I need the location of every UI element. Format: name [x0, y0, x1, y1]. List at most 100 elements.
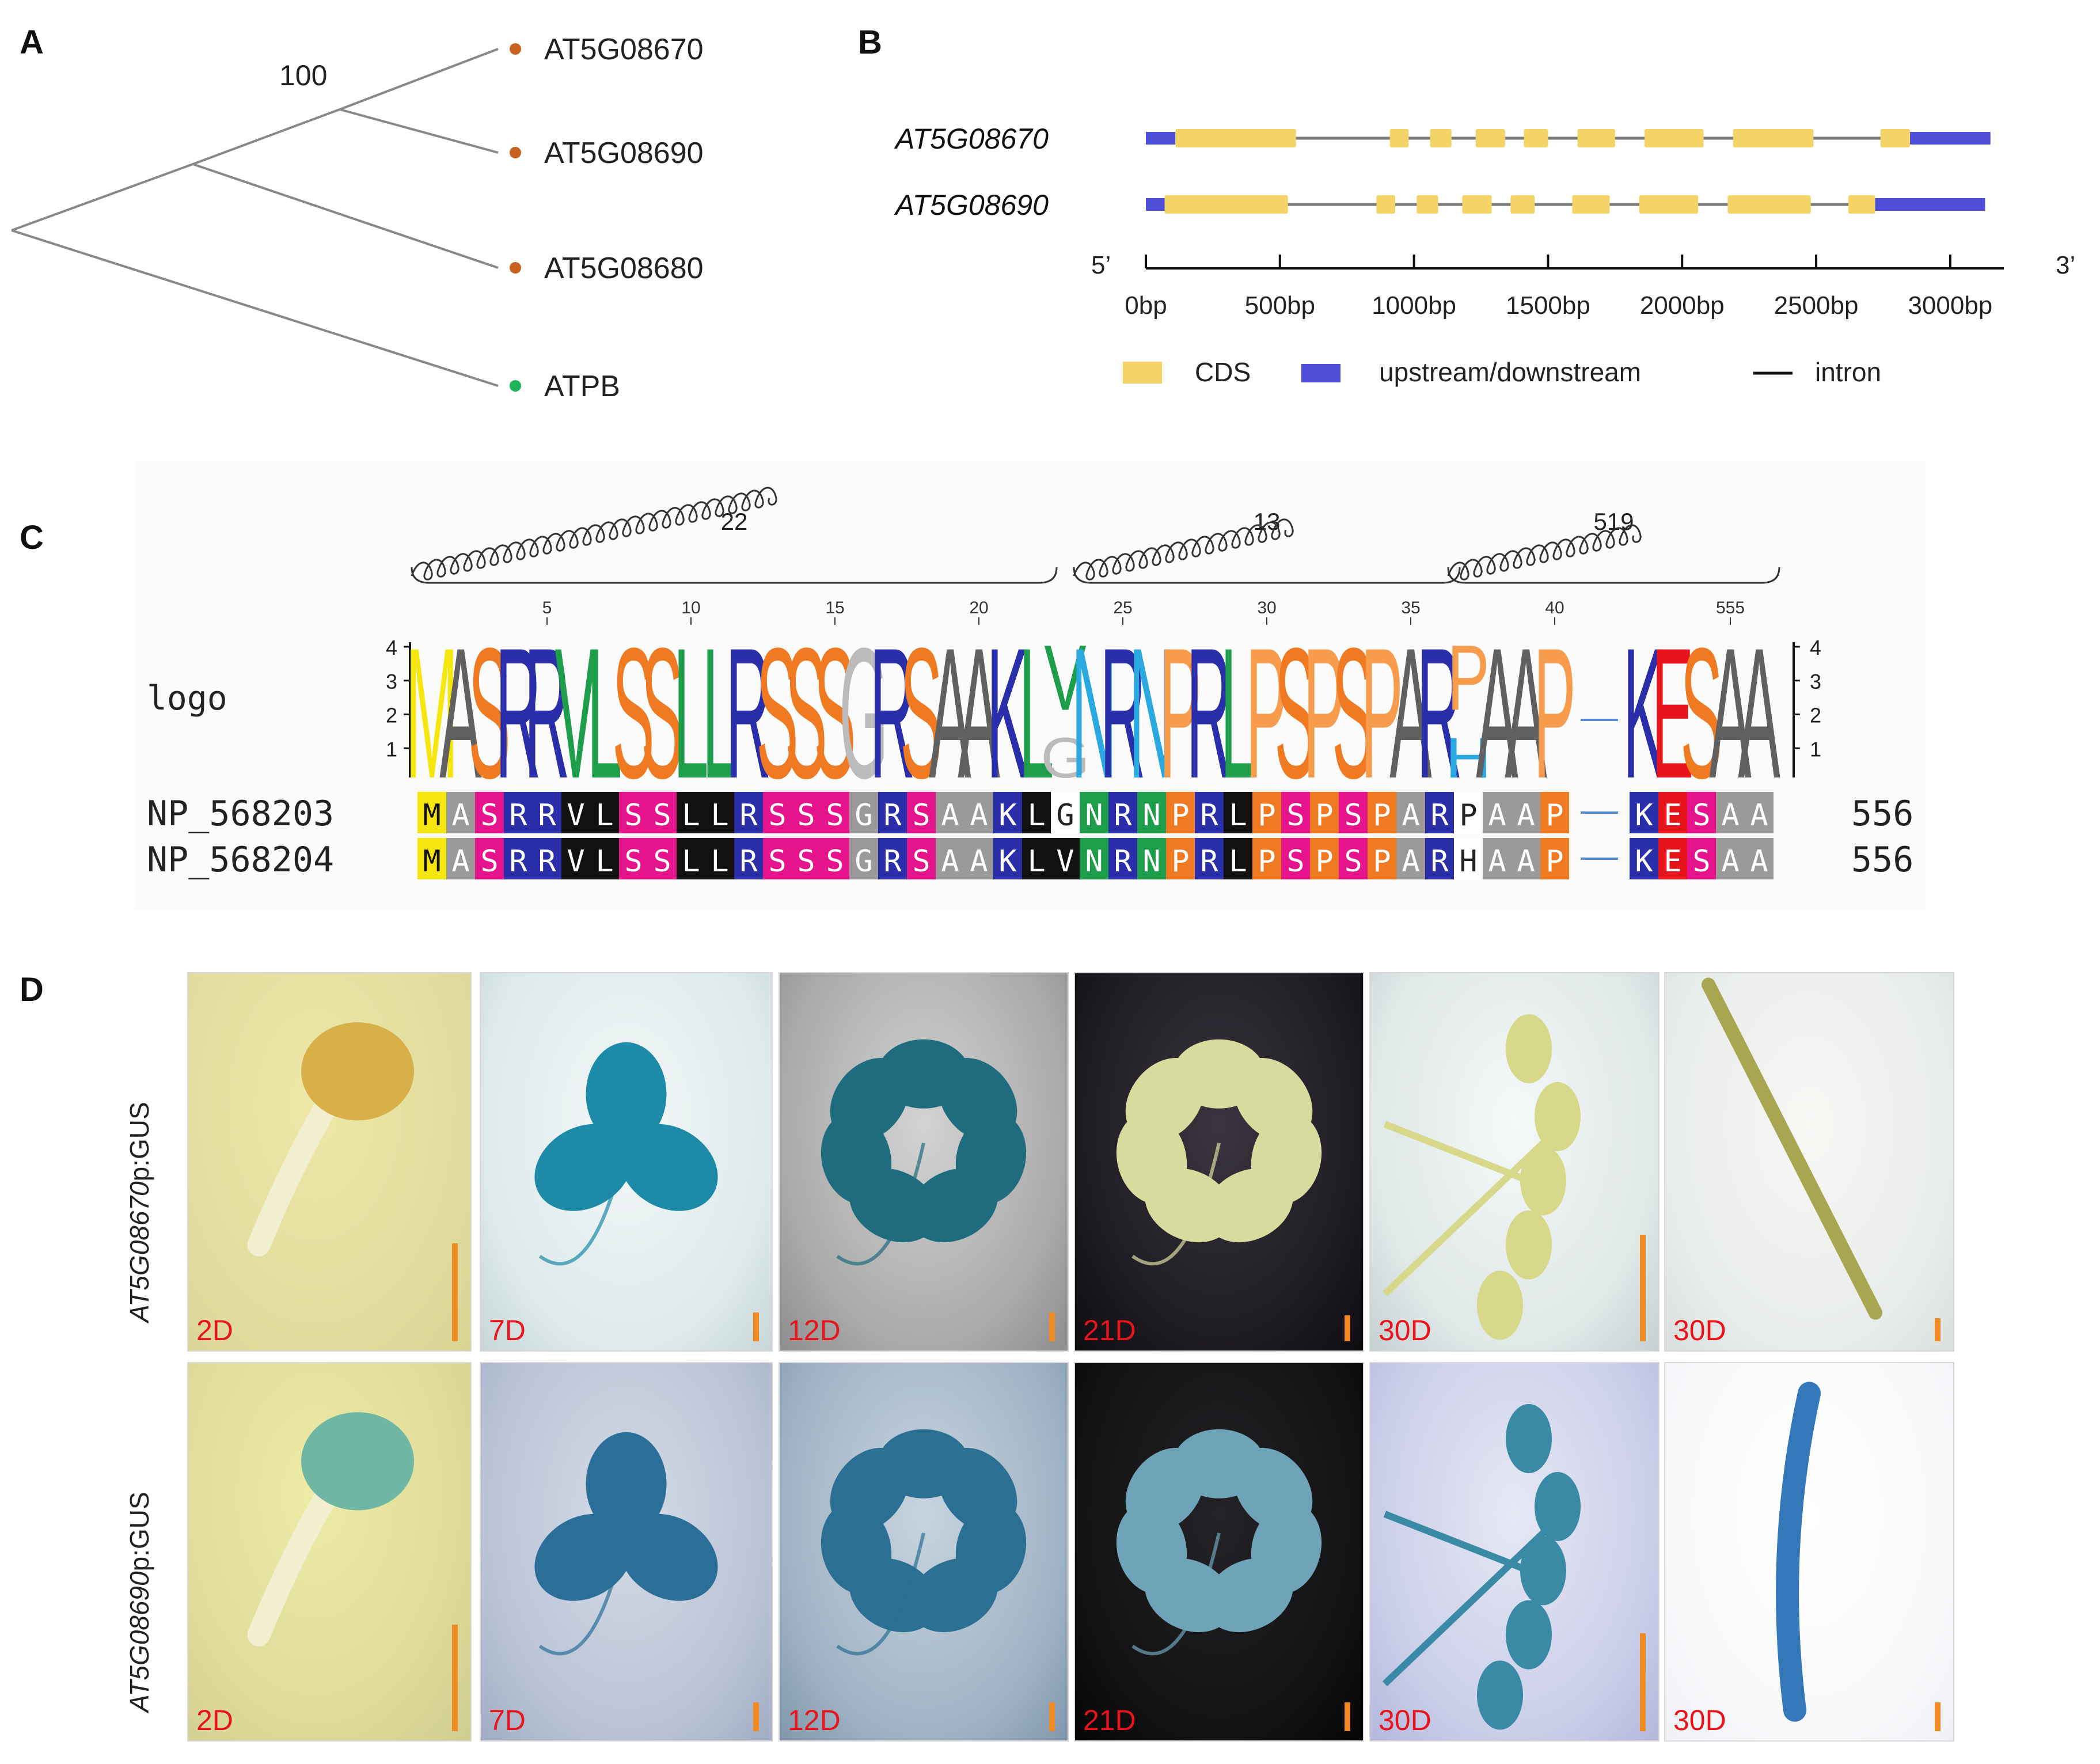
- logo-letter: V: [555, 609, 597, 817]
- residue-letter: K: [1635, 798, 1653, 833]
- residue-letter: G: [1056, 798, 1074, 833]
- residue-letter: G: [855, 844, 872, 879]
- gus-photo-day-label: 30D: [1379, 1314, 1431, 1346]
- residue-letter: S: [1344, 844, 1362, 879]
- residue-letter: K: [1635, 844, 1653, 879]
- cds-block: [1389, 129, 1409, 147]
- logo-letter: S: [1680, 609, 1722, 817]
- scale-bar: [1640, 1235, 1646, 1341]
- gus-photo-day-label: 7D: [489, 1314, 526, 1346]
- residue-cell: [705, 792, 734, 833]
- residue-letter: N: [1085, 798, 1103, 833]
- axis-tick-label: 2500bp: [1774, 291, 1859, 320]
- residue-cell: [1166, 838, 1195, 879]
- residue-letter: R: [538, 844, 556, 879]
- residue-cell: [1512, 838, 1540, 879]
- logo-letter: R: [869, 609, 915, 817]
- residue-letter: S: [768, 844, 786, 879]
- gus-photo-day-label: 2D: [196, 1314, 233, 1346]
- residue-cell: [1310, 838, 1339, 879]
- residue-letter: R: [1114, 844, 1132, 879]
- residue-cell: [561, 838, 590, 879]
- logo-letter: K: [1623, 609, 1665, 817]
- residue-cell: [936, 792, 964, 833]
- residue-cell: [1630, 838, 1658, 879]
- helix-glyph: [1073, 518, 1294, 581]
- residue-cell: [648, 792, 677, 833]
- residue-cell: [1745, 792, 1774, 833]
- cds-block: [1727, 195, 1811, 214]
- gus-photo: 30D: [1664, 972, 1954, 1352]
- residue-cell: [1108, 792, 1137, 833]
- plant-illustration: [534, 1432, 718, 1656]
- leaf-label: AT5G08670: [544, 33, 704, 66]
- logo-letter: A: [439, 609, 481, 817]
- residue-letter: S: [480, 798, 498, 833]
- residue-letter: H: [1459, 844, 1477, 879]
- residue-cell: [993, 838, 1022, 879]
- residue-letter: A: [941, 844, 959, 879]
- axis-tick-label: 3000bp: [1908, 291, 1992, 320]
- plant-illustration: [1776, 1382, 1821, 1722]
- residue-cell: [1224, 838, 1252, 879]
- gus-photo-day-label: 21D: [1083, 1704, 1136, 1736]
- residue-letter: S: [624, 844, 642, 879]
- panel-letter-b: B: [858, 24, 882, 61]
- gene-legend: CDS upstream/downstream intron: [1123, 357, 1881, 387]
- residue-letter: P: [1545, 798, 1563, 833]
- residue-letter: L: [711, 844, 728, 879]
- residue-cell: [878, 838, 907, 879]
- cds-block: [1475, 129, 1505, 147]
- logo-letter: R: [495, 609, 541, 817]
- leaf-label: ATPB: [544, 370, 620, 403]
- residue-letter: S: [624, 798, 642, 833]
- logo-letter: S: [756, 609, 798, 817]
- residue-cell: [1368, 792, 1396, 833]
- scale-bar: [1935, 1702, 1940, 1731]
- residue-letter: V: [567, 844, 584, 879]
- residue-letter: R: [1200, 798, 1218, 833]
- cds-block: [1510, 195, 1535, 214]
- residue-cell: [993, 792, 1022, 833]
- residue-cell: [504, 838, 533, 879]
- cds-block: [1462, 195, 1492, 214]
- residue-letter: P: [1258, 798, 1275, 833]
- residue-letter: P: [1258, 844, 1275, 879]
- tree-branch: [339, 48, 499, 111]
- logo-letter: P: [1533, 609, 1575, 817]
- leaf-label: AT5G08690: [544, 136, 704, 170]
- tree-leaves: AT5G08670 AT5G08690 AT5G08680 ATPB: [510, 33, 704, 403]
- residue-cell: [1454, 838, 1483, 879]
- residue-cell: [1687, 838, 1716, 879]
- residue-cell: [1540, 792, 1569, 833]
- logo-letter: N: [1129, 609, 1174, 817]
- logo-letter: R: [726, 609, 771, 817]
- residue-letter: P: [1545, 844, 1563, 879]
- residue-cell: [1195, 838, 1224, 879]
- residue-cell: [533, 792, 561, 833]
- gus-row-label: AT5G08690p:GUS: [124, 1492, 155, 1712]
- cds-block: [1733, 129, 1814, 147]
- logo-letter: R: [1100, 609, 1145, 817]
- residue-cell: [1540, 838, 1569, 879]
- scale-bar: [1345, 1315, 1350, 1341]
- residue-cell: [446, 838, 475, 879]
- gus-row-gene: AT5G08690: [124, 1570, 154, 1712]
- logo-letter: S: [612, 609, 654, 817]
- logo-letter: R: [1417, 609, 1462, 817]
- residue-letter: A: [451, 798, 469, 833]
- position-tick-label: 10: [681, 598, 700, 617]
- helix-glyph: [411, 487, 777, 581]
- residue-cell: [677, 838, 705, 879]
- position-tick-label: 5: [542, 598, 552, 617]
- residue-cell: [878, 792, 907, 833]
- logo-letter: S: [814, 609, 856, 817]
- gus-photo: 2D: [187, 1362, 472, 1742]
- residue-letter: A: [970, 798, 988, 833]
- tree-branch: [11, 163, 193, 232]
- residue-letter: R: [1114, 798, 1132, 833]
- residue-letter: S: [912, 844, 930, 879]
- residue-cell: [1137, 838, 1166, 879]
- sequence-alignment: 22 13 519 5 10 15 20 25 30 35 40 555 logo 4 3 2 1 4 3 2 1…: [147, 487, 1914, 880]
- residue-cell: [1512, 792, 1540, 833]
